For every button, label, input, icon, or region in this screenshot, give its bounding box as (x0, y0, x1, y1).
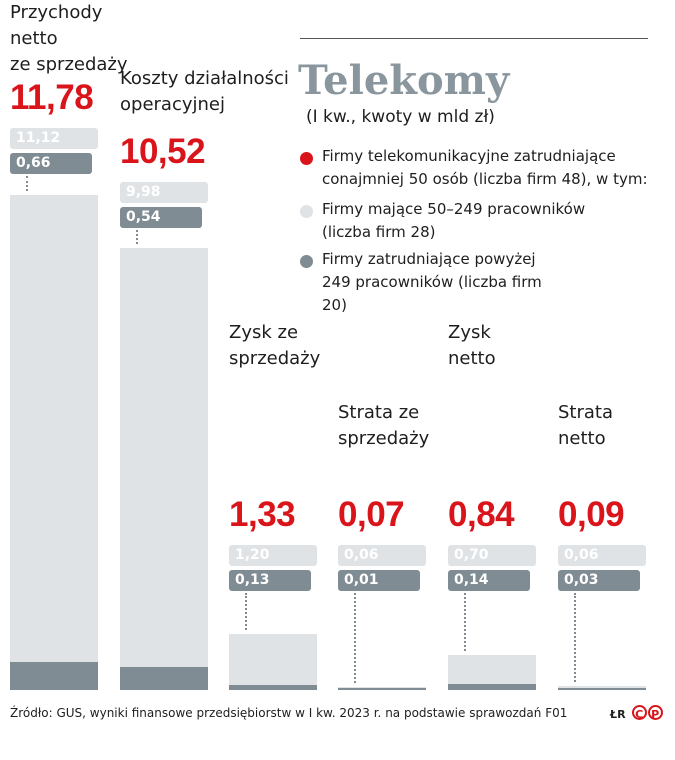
leader-line (354, 593, 356, 683)
chart-subtitle: (I kw., kwoty w mld zł) (306, 107, 495, 127)
category-label: Strata netto (558, 402, 614, 449)
leader-line (26, 176, 28, 192)
chart-title: Telekomy (298, 57, 510, 104)
data-label-total: 11,78 (10, 78, 94, 117)
bar-large-firms (448, 684, 536, 690)
data-label-total: 0,09 (558, 495, 625, 534)
category-label: Przychody netto ze sprzedaży (10, 2, 128, 75)
data-label-total: 1,33 (229, 495, 296, 534)
data-label-large: 0,54 (120, 207, 202, 228)
legend-item-total: Firmy telekomunikacyjne zatrudniające co… (322, 147, 648, 188)
legend-dot-total (300, 152, 313, 165)
bar-total (448, 654, 536, 690)
title-rule (300, 38, 648, 39)
data-label-total: 0,07 (338, 495, 405, 534)
bar-total (10, 195, 98, 690)
bar-total (120, 248, 208, 690)
data-label-medium: 11,12 (10, 128, 98, 149)
legend-item-large: Firmy zatrudniające powyżej 249 pracowni… (322, 250, 542, 314)
bar-total (229, 634, 317, 690)
data-label-total: 0,84 (448, 495, 515, 534)
data-label-medium: 0,70 (448, 545, 536, 566)
legend-dot-large (300, 255, 313, 268)
bar-large-firms (229, 684, 317, 690)
bar-large-firms (338, 688, 426, 690)
data-label-large: 0,01 (338, 570, 420, 591)
leader-line (574, 593, 576, 683)
data-label-medium: 1,20 (229, 545, 317, 566)
source-note: Źródło: GUS, wyniki finansowe przedsiębi… (10, 706, 568, 720)
data-label-medium: 9,98 (120, 182, 208, 203)
category-label: Zysk ze sprzedaży (229, 322, 321, 369)
data-label-large: 0,03 (558, 570, 640, 591)
bar-large-firms (120, 667, 208, 690)
leader-line (136, 230, 138, 245)
data-label-medium: 0,06 (338, 545, 426, 566)
data-label-large: 0,14 (448, 570, 530, 591)
credit-text: ŁR (610, 708, 626, 721)
data-label-large: 0,13 (229, 570, 311, 591)
data-label-medium: 0,06 (558, 545, 646, 566)
bar-large-firms (558, 688, 646, 690)
data-label-large: 0,66 (10, 153, 92, 174)
legend-dot-medium (300, 205, 313, 218)
category-label: Koszty działalności operacyjnej (120, 68, 289, 115)
legend-item-medium: Firmy mające 50–249 pracowników (liczba … (322, 200, 586, 241)
leader-line (464, 593, 466, 651)
data-label-total: 10,52 (120, 132, 206, 171)
category-label: Zysk netto (448, 322, 496, 369)
bar-large-firms (10, 662, 98, 690)
leader-line (245, 593, 247, 631)
category-label: Strata ze sprzedaży (338, 402, 430, 449)
